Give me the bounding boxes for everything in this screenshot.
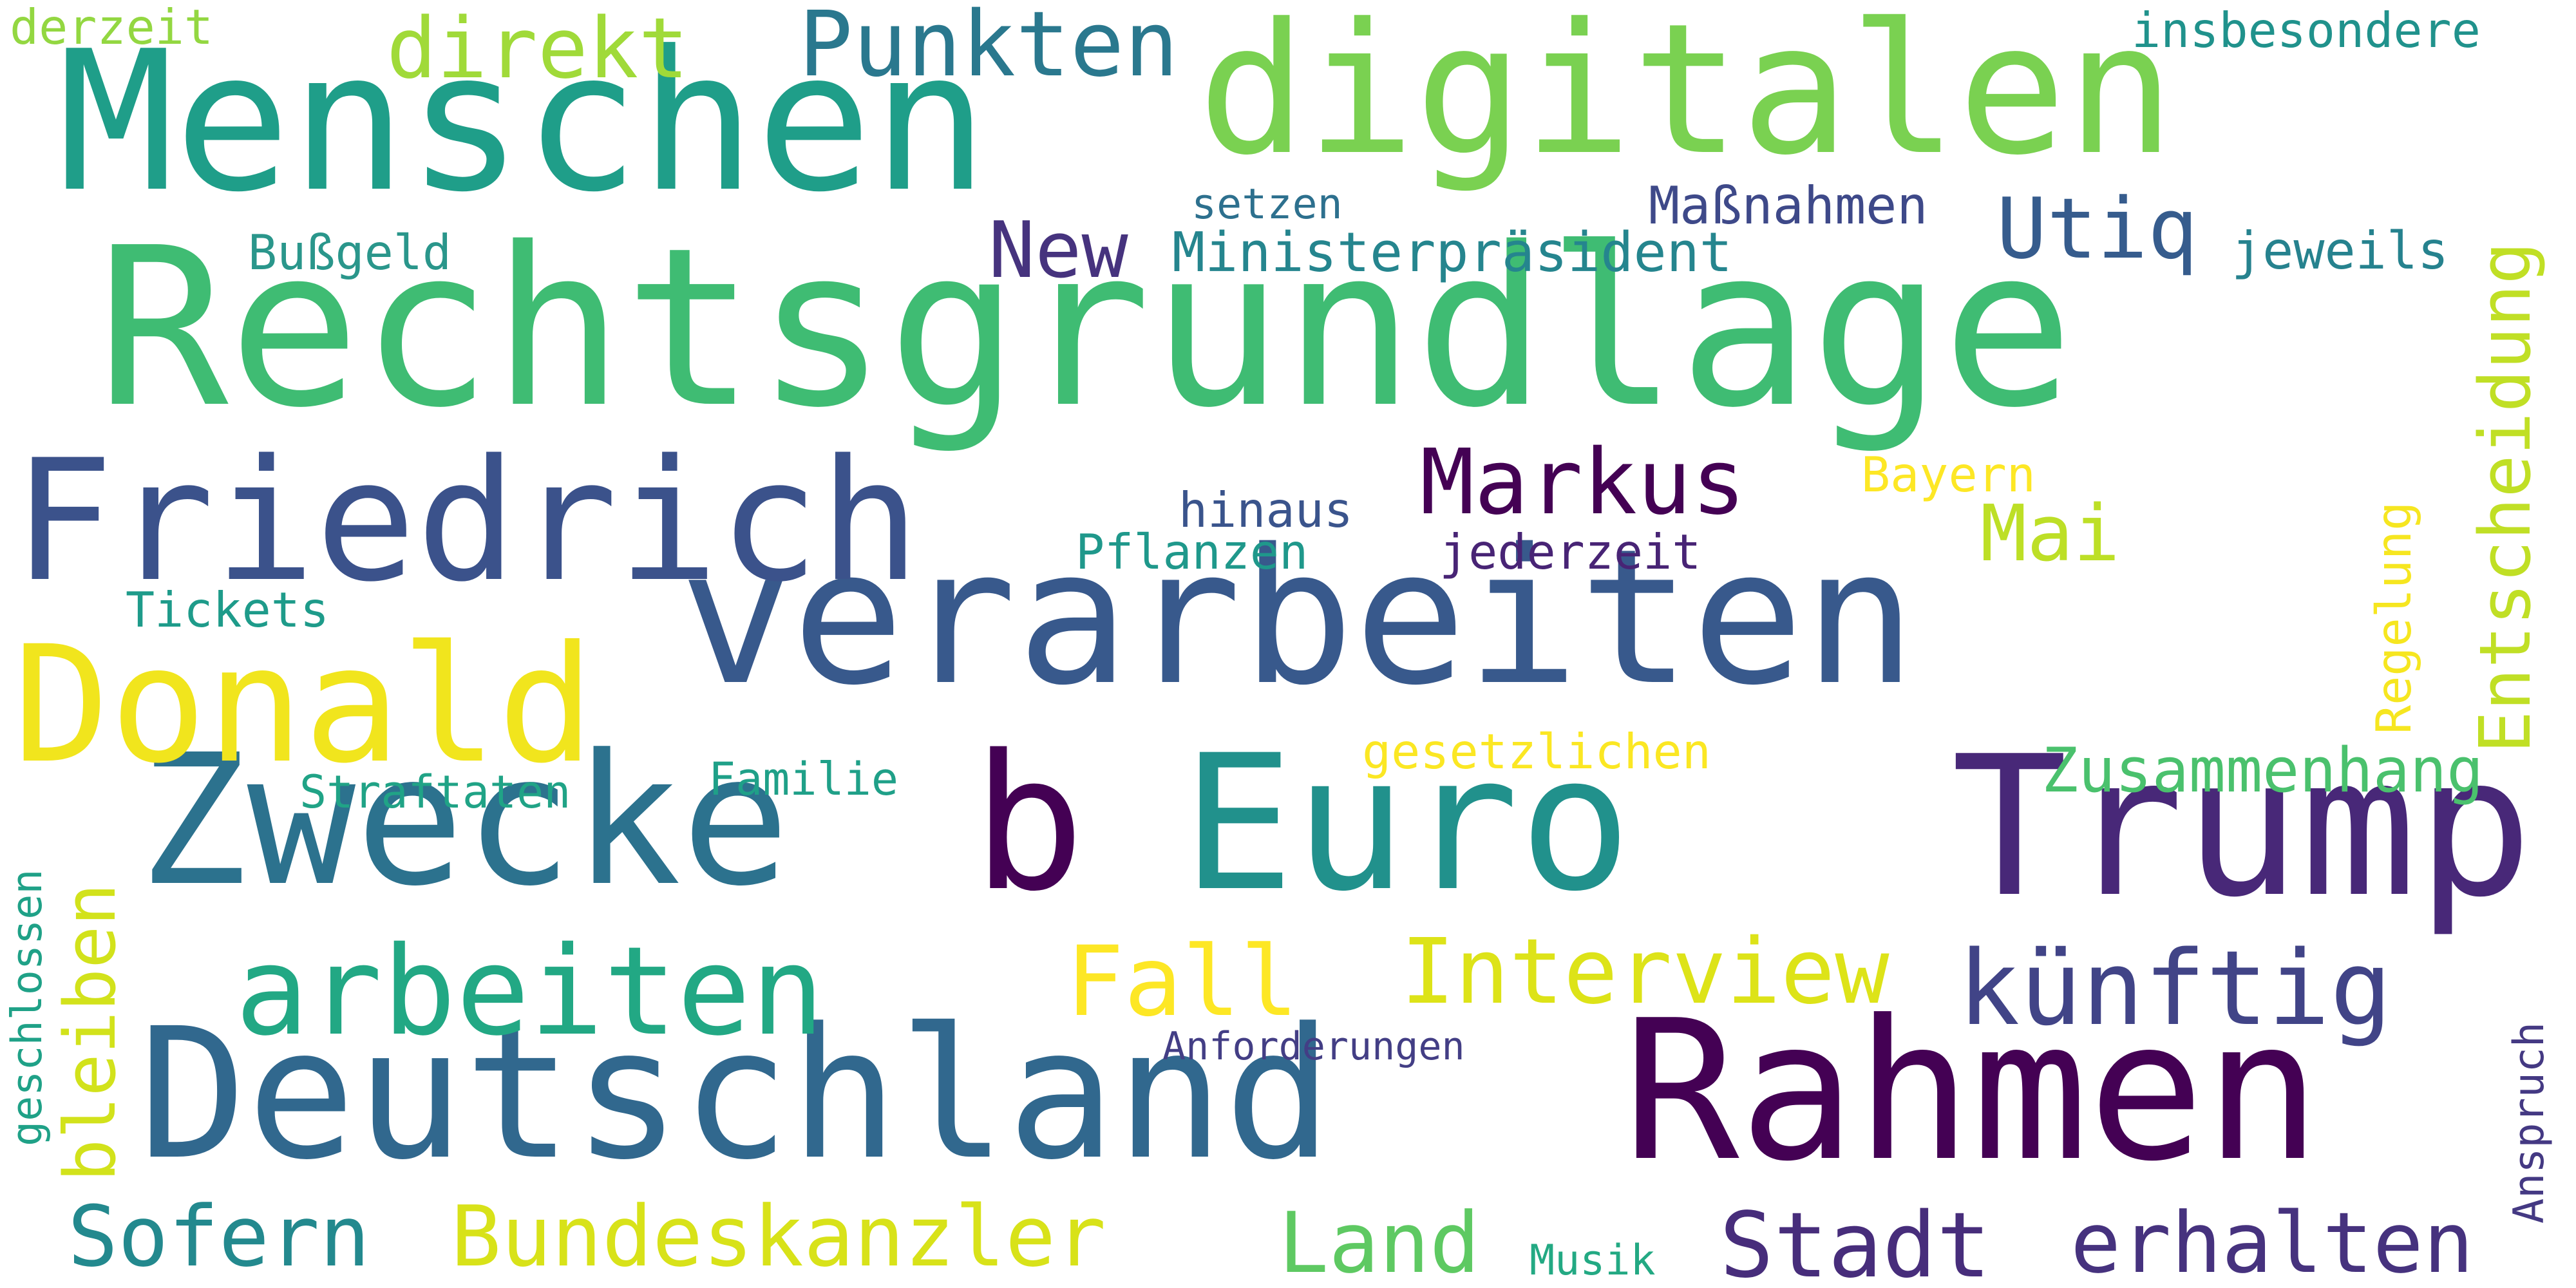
- word-sofern: Sofern: [68, 1188, 370, 1285]
- word-straftaten: Straftaten: [299, 766, 571, 819]
- word-anforderungen: Anforderungen: [1162, 1024, 1465, 1069]
- word-b: b: [972, 715, 1085, 933]
- word-setzen: setzen: [1191, 180, 1343, 229]
- word-bussgeld: Bußgeld: [248, 224, 452, 281]
- word-mai: Mai: [1980, 489, 2120, 579]
- word-jederzeit: jederzeit: [1439, 524, 1701, 580]
- word-digitalen: digitalen: [1198, 0, 2175, 195]
- word-jeweils: jeweils: [2231, 221, 2449, 281]
- word-zusammenhang: Zusammenhang: [2041, 735, 2484, 806]
- word-punkten: Punkten: [799, 0, 1179, 97]
- word-donald: Donald: [13, 611, 595, 799]
- word-regelung: Regelung: [2365, 501, 2422, 734]
- word-bundeskanzler: Bundeskanzler: [451, 1188, 1106, 1285]
- word-utiq: Utiq: [1996, 180, 2199, 278]
- word-geschlossen: geschlossen: [3, 869, 52, 1146]
- word-gesetzlichen: gesetzlichen: [1362, 723, 1711, 780]
- word-derzeit: derzeit: [10, 0, 214, 55]
- word-bayern: Bayern: [1861, 446, 2036, 503]
- word-menschen: Menschen: [58, 10, 989, 234]
- word-rechtsgrundlage: Rechtsgrundlage: [97, 201, 2074, 456]
- word-pflanzen: Pflanzen: [1075, 524, 1309, 580]
- word-trump: Trump: [1951, 715, 2533, 940]
- word-interview: Interview: [1401, 920, 1889, 1025]
- word-erhalten: erhalten: [2070, 1194, 2474, 1288]
- word-tickets: Tickets: [126, 582, 330, 638]
- word-musik: Musik: [1530, 1236, 1656, 1285]
- word-ministerpraesident: Ministerpräsident: [1172, 221, 1732, 285]
- word-bleiben: bleiben: [49, 883, 131, 1182]
- word-familie: Familie: [708, 753, 899, 806]
- word-entscheidung-vertical: Entscheidung: [2464, 242, 2546, 753]
- word-new: New: [989, 206, 1128, 296]
- word-arbeiten: arbeiten: [235, 920, 825, 1063]
- word-verarbeiten: verarbeiten: [679, 509, 1917, 726]
- word-markus: Markus: [1420, 430, 1746, 535]
- word-kuenftig: künftig: [1958, 928, 2392, 1048]
- word-direkt: direkt: [386, 0, 689, 97]
- word-stadt: Stadt: [1719, 1193, 1991, 1288]
- word-zwecke: Zwecke: [138, 716, 790, 926]
- word-hinaus: hinaus: [1179, 482, 1353, 538]
- word-deutschland: Deutschland: [138, 990, 1333, 1200]
- word-anspruch: Anspruch: [2505, 1021, 2553, 1224]
- word-massnahmen: Maßnahmen: [1649, 176, 1928, 236]
- word-fall: Fall: [1066, 926, 1299, 1038]
- word-land: Land: [1278, 1194, 1481, 1288]
- word-insbesondere: insbesondere: [2132, 2, 2481, 59]
- word-euro: Euro: [1182, 715, 1632, 933]
- word-friedrich: Friedrich: [13, 424, 920, 619]
- word-rahmen: Rahmen: [1623, 979, 2321, 1204]
